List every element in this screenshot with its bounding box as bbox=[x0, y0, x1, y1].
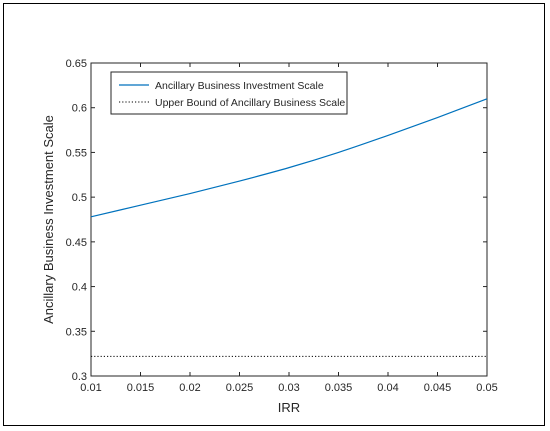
legend-label-0: Ancillary Business Investment Scale bbox=[155, 80, 324, 92]
x-tick-label: 0.03 bbox=[278, 382, 299, 394]
figure-frame: 0.01 0.015 0.02 0.025 0.03 0.035 0.04 0.045 0.05… bbox=[3, 3, 545, 426]
x-tick-label: 0.05 bbox=[476, 382, 497, 394]
x-tick-label: 0.02 bbox=[179, 382, 200, 394]
legend-box bbox=[110, 71, 348, 115]
y-tick-label: 0.35 bbox=[66, 326, 87, 338]
y-tick-label: 0.45 bbox=[66, 237, 87, 249]
x-tick-label: 0.04 bbox=[377, 382, 398, 394]
x-axis-label: IRR bbox=[278, 400, 300, 415]
x-tick-label: 0.015 bbox=[127, 382, 155, 394]
legend-label-1: Upper Bound of Ancillary Business Scale bbox=[155, 97, 345, 109]
y-tick-label: 0.55 bbox=[66, 147, 87, 159]
series-line-0 bbox=[90, 98, 488, 218]
y-tick-label: 0.5 bbox=[72, 192, 87, 204]
y-tick-label: 0.4 bbox=[72, 282, 87, 294]
y-tick-label: 0.3 bbox=[72, 371, 87, 383]
y-tick-label: 0.65 bbox=[66, 58, 87, 70]
y-tick-label: 0.6 bbox=[72, 103, 87, 115]
plot-area: 0.01 0.015 0.02 0.025 0.03 0.035 0.04 0.045 0.05… bbox=[41, 58, 498, 415]
x-tick-label: 0.045 bbox=[424, 382, 452, 394]
y-axis-label: Ancillary Business Investment Scale bbox=[41, 115, 56, 324]
line-chart: 0.01 0.015 0.02 0.025 0.03 0.035 0.04 0.045 0.05… bbox=[41, 58, 498, 415]
x-tick-label: 0.01 bbox=[80, 382, 101, 394]
x-tick-label: 0.025 bbox=[226, 382, 254, 394]
x-tick-label: 0.035 bbox=[325, 382, 353, 394]
